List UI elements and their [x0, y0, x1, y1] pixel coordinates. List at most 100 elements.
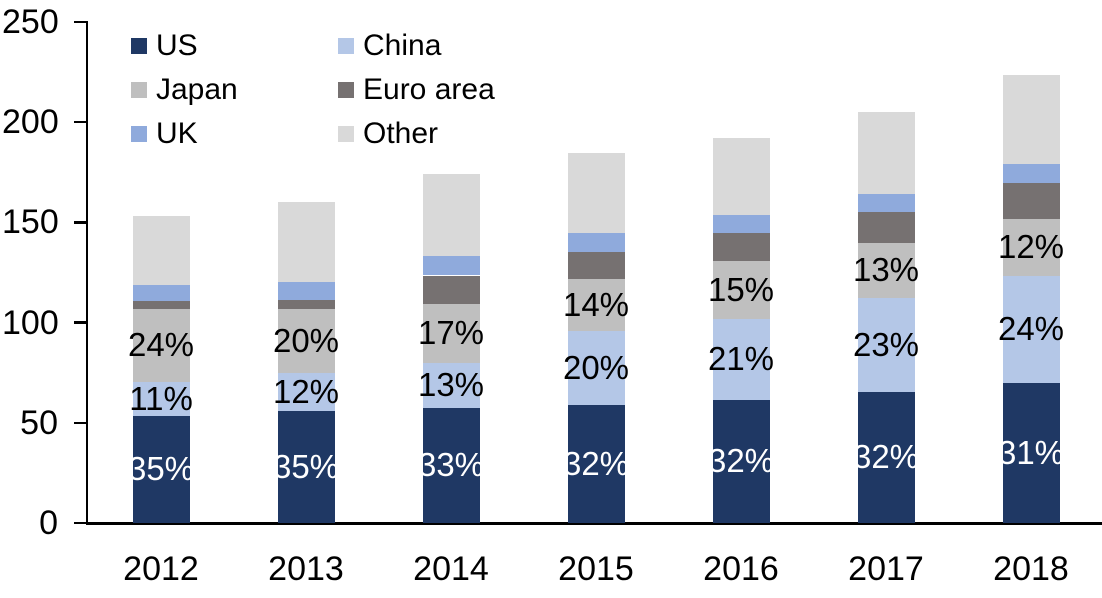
- bar-segment-us-2013: [277, 410, 335, 523]
- y-tick-label: 0: [39, 504, 58, 542]
- bar-segment-china-2013: [277, 372, 335, 411]
- bar-segment-other-2016: [712, 138, 770, 216]
- bar-segment-uk-2018: [1002, 164, 1060, 184]
- segment-percent-label: 13%: [852, 251, 920, 289]
- bar-segment-japan-2012: [132, 308, 190, 382]
- y-tick-mark: [74, 321, 88, 324]
- bar-segment-euro-area-2012: [132, 300, 190, 309]
- y-tick-label: 250: [2, 3, 59, 41]
- legend-label: Euro area: [363, 73, 495, 106]
- x-tick-label: 2018: [993, 550, 1069, 588]
- bar-segment-us-2014: [422, 407, 480, 523]
- bar-segment-japan-2017: [857, 243, 915, 298]
- segment-percent-label: 21%: [707, 340, 775, 378]
- bar-segment-uk-2016: [712, 215, 770, 234]
- legend-label: Other: [363, 117, 439, 150]
- bar-segment-euro-area-2017: [857, 212, 915, 244]
- legend-label: UK: [156, 117, 198, 150]
- x-tick-label: 2017: [848, 550, 924, 588]
- bar-segment-other-2012: [132, 216, 190, 285]
- x-axis-line: [85, 521, 1102, 525]
- legend-swatch-icon: [131, 126, 147, 142]
- bar-segment-us-2016: [712, 399, 770, 523]
- segment-percent-label: 35%: [272, 447, 340, 485]
- bar-segment-other-2017: [857, 112, 915, 195]
- bar-segment-china-2015: [567, 330, 625, 405]
- segment-percent-label: 17%: [417, 314, 485, 352]
- segment-percent-label: 33%: [417, 446, 485, 484]
- legend-label: US: [156, 29, 198, 62]
- segment-percent-label: 20%: [272, 321, 340, 359]
- legend-swatch-icon: [131, 82, 147, 98]
- segment-percent-label: 12%: [272, 372, 340, 410]
- bar-segment-euro-area-2016: [712, 233, 770, 262]
- segment-percent-label: 35%: [127, 450, 195, 488]
- x-tick-label: 2013: [268, 550, 344, 588]
- legend-label: China: [363, 29, 442, 62]
- y-tick-mark: [74, 521, 88, 525]
- y-tick-mark: [74, 221, 88, 224]
- bar-segment-japan-2013: [277, 308, 335, 373]
- segment-percent-label: 20%: [562, 348, 630, 386]
- bar-segment-china-2012: [132, 381, 190, 416]
- segment-percent-label: 31%: [997, 433, 1065, 471]
- bar-segment-other-2015: [567, 153, 625, 234]
- segment-percent-label: 11%: [129, 379, 193, 417]
- y-tick-label: 150: [2, 203, 59, 242]
- bar-segment-china-2016: [712, 318, 770, 400]
- bar-segment-china-2014: [422, 362, 480, 408]
- legend-label: Japan: [156, 73, 238, 106]
- bar-segment-uk-2013: [277, 281, 335, 300]
- legend-swatch-icon: [338, 126, 354, 142]
- bar-segment-euro-area-2015: [567, 252, 625, 279]
- segment-percent-label: 32%: [852, 438, 920, 476]
- x-tick-label: 2014: [413, 550, 489, 588]
- legend-swatch-icon: [338, 82, 354, 98]
- x-tick-label: 2016: [703, 550, 779, 588]
- bar-segment-uk-2015: [567, 233, 625, 253]
- bar-segment-euro-area-2013: [277, 299, 335, 309]
- segment-percent-label: 24%: [127, 326, 195, 364]
- x-tick-label: 2015: [558, 550, 634, 588]
- bar-segment-us-2012: [132, 415, 190, 523]
- y-axis-line: [85, 21, 88, 523]
- segment-percent-label: 23%: [852, 325, 920, 363]
- segment-percent-label: 24%: [997, 310, 1065, 348]
- bar-segment-japan-2014: [422, 303, 480, 363]
- bar-segment-uk-2017: [857, 194, 915, 213]
- y-tick-mark: [74, 120, 88, 124]
- bar-segment-uk-2014: [422, 256, 480, 276]
- bar-segment-china-2017: [857, 297, 915, 392]
- y-tick-label: 50: [20, 403, 58, 442]
- bar-segment-other-2014: [422, 174, 480, 257]
- bar-segment-euro-area-2018: [1002, 183, 1060, 220]
- segment-percent-label: 32%: [562, 444, 630, 482]
- y-tick-label: 200: [2, 103, 59, 142]
- bar-segment-us-2018: [1002, 382, 1060, 523]
- bar-segment-euro-area-2014: [422, 275, 480, 304]
- segment-percent-label: 13%: [417, 366, 485, 404]
- legend-swatch-icon: [131, 38, 147, 54]
- legend-item-china: China: [338, 31, 441, 61]
- y-tick-mark: [74, 20, 88, 24]
- segment-percent-label: 14%: [562, 285, 630, 323]
- legend-swatch-icon: [338, 38, 354, 54]
- legend-item-euro-area: Euro area: [338, 75, 495, 105]
- bar-segment-other-2018: [1002, 75, 1060, 165]
- legend-item-us: US: [131, 31, 198, 61]
- y-tick-label: 100: [2, 303, 59, 342]
- bar-segment-japan-2015: [567, 278, 625, 331]
- bar-segment-japan-2018: [1002, 219, 1060, 276]
- segment-percent-label: 12%: [997, 228, 1065, 266]
- legend-item-other: Other: [338, 119, 438, 149]
- x-tick-label: 2012: [123, 550, 199, 588]
- legend-item-japan: Japan: [131, 75, 238, 105]
- bar-segment-china-2018: [1002, 275, 1060, 383]
- bar-segment-us-2017: [857, 391, 915, 523]
- segment-percent-label: 32%: [707, 442, 775, 480]
- segment-percent-label: 15%: [707, 271, 775, 309]
- bar-segment-other-2013: [277, 202, 335, 282]
- bar-segment-us-2015: [567, 404, 625, 523]
- legend-item-uk: UK: [131, 119, 198, 149]
